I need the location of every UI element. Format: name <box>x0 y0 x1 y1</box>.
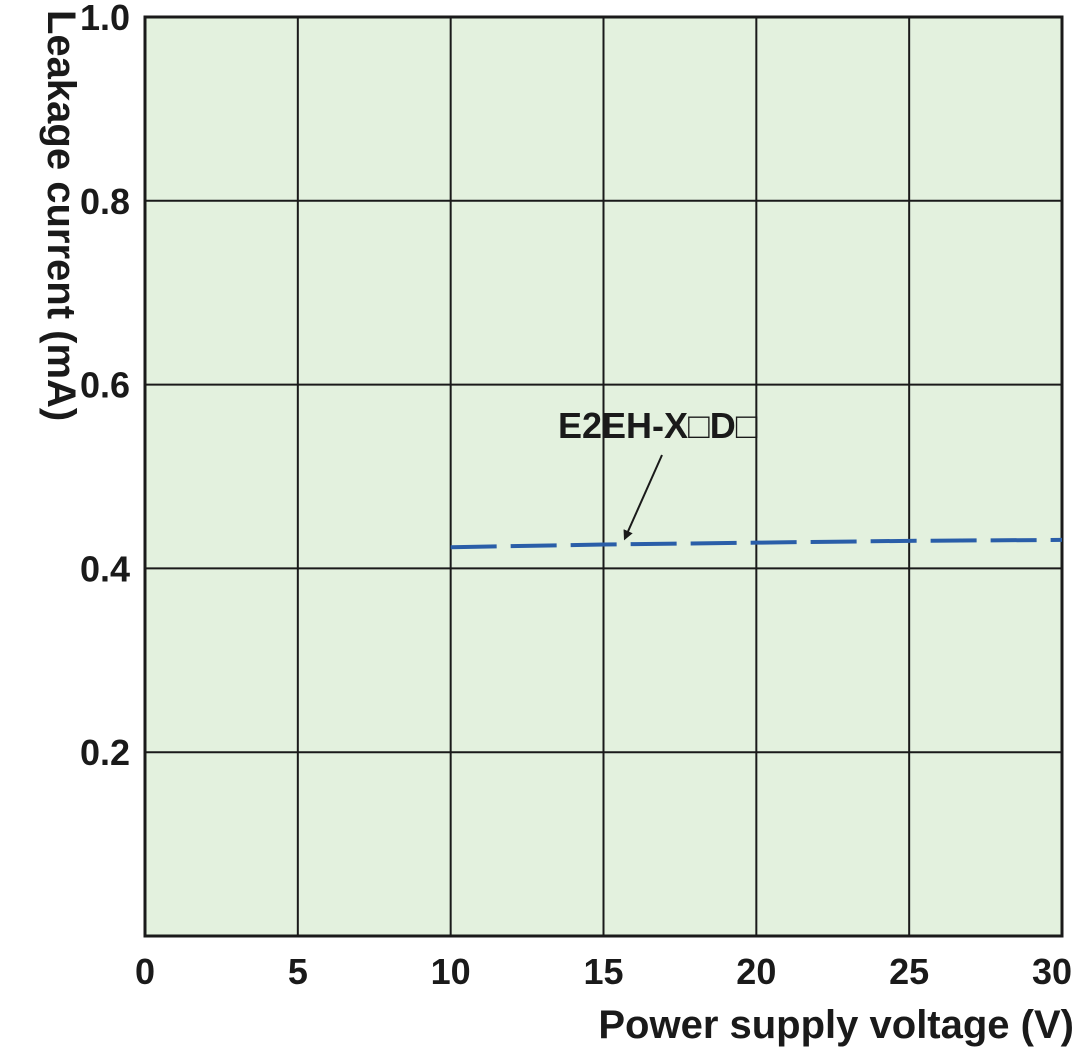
y-tick-label: 0.8 <box>80 181 130 222</box>
x-tick-label: 10 <box>431 951 471 992</box>
grid <box>144 16 1063 936</box>
y-tick-label: 0.4 <box>80 548 130 589</box>
series-annotation-label: E2EH-X□D□ <box>558 405 758 446</box>
y-axis-title: Leakage current (mA) <box>39 10 83 421</box>
x-tick-label: 25 <box>889 951 929 992</box>
y-tick-labels: 0.2 0.4 0.6 0.8 1.0 <box>80 0 130 773</box>
series-group <box>450 537 1063 550</box>
x-axis-title: Power supply voltage (V) <box>598 1003 1074 1047</box>
x-tick-labels: 0 5 10 15 20 25 30 <box>135 951 1072 992</box>
x-tick-label: 20 <box>736 951 776 992</box>
y-tick-label: 1.0 <box>80 0 130 38</box>
annotation-arrow <box>623 454 663 541</box>
x-tick-label: 5 <box>288 951 308 992</box>
x-tick-label: 0 <box>135 951 155 992</box>
annotation-group: E2EH-X□D□ <box>558 405 758 541</box>
x-tick-label: 30 <box>1032 951 1072 992</box>
y-tick-label: 0.2 <box>80 732 130 773</box>
y-tick-label: 0.6 <box>80 365 130 406</box>
plot-frame <box>143 15 1064 938</box>
x-tick-label: 15 <box>583 951 623 992</box>
